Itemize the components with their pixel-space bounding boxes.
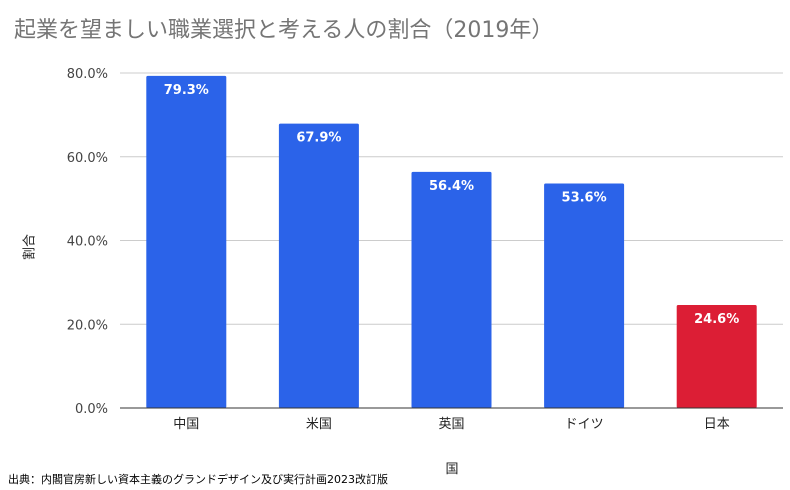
y-tick-label: 60.0% <box>67 151 108 166</box>
data-label: 56.4% <box>429 179 474 194</box>
bar <box>676 304 757 408</box>
data-label: 24.6% <box>694 312 739 327</box>
x-tick-label: 米国 <box>306 417 332 432</box>
source-note: 出典：内閣官房新しい資本主義のグランドデザイン及び実行計画2023改訂版 <box>8 473 388 486</box>
bar <box>411 171 492 408</box>
data-label: 67.9% <box>296 131 341 146</box>
x-tick-label: 英国 <box>438 417 464 432</box>
chart-title: 起業を望ましい職業選択と考える人の割合（2019年） <box>14 18 554 43</box>
bar <box>544 183 625 408</box>
y-tick-label: 0.0% <box>75 402 108 417</box>
x-tick-label: 中国 <box>173 417 199 432</box>
bar <box>146 75 227 409</box>
x-axis-label: 国 <box>445 462 459 477</box>
y-tick-label: 20.0% <box>67 318 108 333</box>
data-label: 79.3% <box>164 83 209 98</box>
x-tick-label: 日本 <box>704 417 730 432</box>
data-label: 53.6% <box>562 191 607 206</box>
y-tick-label: 40.0% <box>67 235 108 250</box>
x-tick-label: ドイツ <box>565 417 604 432</box>
bar <box>278 123 359 408</box>
y-axis-label: 割合 <box>22 233 38 261</box>
y-axis-label-wrap: 割合 <box>18 222 38 272</box>
y-tick-label: 80.0% <box>67 67 108 82</box>
